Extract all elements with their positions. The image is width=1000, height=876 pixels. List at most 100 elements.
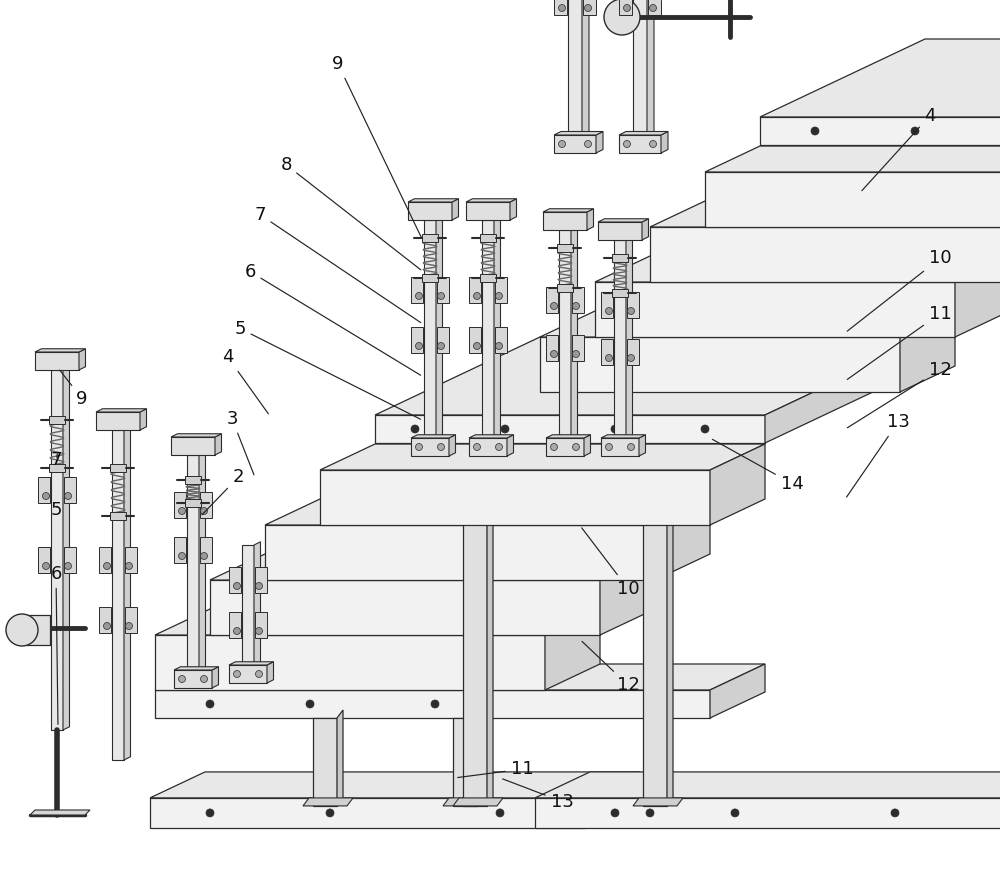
Polygon shape [229, 661, 274, 665]
Polygon shape [546, 335, 558, 361]
Polygon shape [650, 201, 1000, 227]
Polygon shape [453, 718, 477, 806]
Polygon shape [185, 476, 201, 484]
Circle shape [891, 809, 899, 817]
Text: 4: 4 [862, 107, 936, 191]
Polygon shape [546, 434, 590, 438]
Polygon shape [639, 434, 646, 456]
Polygon shape [320, 444, 765, 470]
Polygon shape [601, 438, 639, 456]
Polygon shape [375, 337, 930, 415]
Polygon shape [543, 208, 594, 212]
Polygon shape [337, 710, 343, 806]
Text: 10: 10 [582, 528, 639, 597]
Polygon shape [422, 234, 438, 242]
Circle shape [558, 140, 566, 147]
Polygon shape [480, 274, 496, 282]
Circle shape [206, 700, 214, 708]
Polygon shape [463, 443, 487, 806]
Circle shape [126, 562, 132, 569]
Circle shape [234, 583, 240, 590]
Text: 4: 4 [222, 349, 268, 413]
Polygon shape [710, 444, 765, 525]
Polygon shape [99, 607, 111, 633]
Circle shape [326, 809, 334, 817]
Circle shape [628, 355, 635, 362]
Polygon shape [313, 718, 337, 806]
Polygon shape [955, 256, 1000, 337]
Polygon shape [155, 664, 765, 690]
Polygon shape [585, 772, 640, 828]
Polygon shape [174, 670, 212, 688]
Polygon shape [38, 547, 50, 573]
Circle shape [104, 623, 110, 630]
Circle shape [256, 627, 262, 634]
Polygon shape [254, 541, 260, 665]
Polygon shape [596, 131, 603, 153]
Polygon shape [96, 412, 140, 430]
Polygon shape [79, 349, 86, 370]
Polygon shape [469, 327, 481, 353]
Circle shape [178, 675, 186, 682]
Polygon shape [242, 545, 254, 665]
Polygon shape [598, 222, 642, 240]
Polygon shape [466, 199, 516, 202]
Circle shape [126, 623, 132, 630]
Polygon shape [765, 337, 930, 443]
Polygon shape [495, 327, 507, 353]
Polygon shape [210, 554, 655, 580]
Polygon shape [210, 580, 600, 635]
Polygon shape [140, 409, 146, 430]
Polygon shape [99, 547, 111, 573]
Circle shape [64, 562, 72, 569]
Polygon shape [229, 612, 241, 638]
Polygon shape [482, 220, 494, 438]
Circle shape [911, 127, 919, 135]
Polygon shape [155, 690, 710, 718]
Circle shape [6, 614, 38, 646]
Polygon shape [619, 131, 668, 135]
Circle shape [411, 425, 419, 433]
Polygon shape [51, 370, 63, 730]
Circle shape [256, 583, 262, 590]
Polygon shape [655, 499, 710, 580]
Circle shape [200, 553, 208, 560]
Text: 13: 13 [503, 779, 573, 810]
Polygon shape [267, 661, 274, 683]
Polygon shape [64, 547, 76, 573]
Circle shape [604, 0, 640, 35]
Polygon shape [35, 349, 86, 352]
Polygon shape [633, 0, 647, 135]
Circle shape [496, 343, 503, 350]
Text: 13: 13 [847, 413, 909, 497]
Circle shape [104, 562, 110, 569]
Polygon shape [545, 609, 600, 690]
Text: 3: 3 [226, 410, 254, 475]
Polygon shape [174, 667, 218, 670]
Polygon shape [255, 567, 267, 593]
Circle shape [572, 443, 580, 450]
Circle shape [624, 4, 631, 11]
Text: 10: 10 [847, 250, 951, 331]
Circle shape [701, 425, 709, 433]
Polygon shape [495, 277, 507, 303]
Polygon shape [49, 416, 65, 424]
Polygon shape [469, 277, 481, 303]
Polygon shape [466, 202, 510, 220]
Polygon shape [437, 277, 449, 303]
Polygon shape [627, 339, 639, 365]
Text: 2: 2 [202, 469, 244, 515]
Polygon shape [705, 146, 1000, 172]
Polygon shape [408, 202, 452, 220]
Polygon shape [546, 438, 584, 456]
Circle shape [438, 293, 444, 300]
Polygon shape [572, 287, 584, 313]
Circle shape [256, 670, 262, 677]
Polygon shape [411, 327, 423, 353]
Polygon shape [612, 289, 628, 297]
Polygon shape [601, 434, 646, 438]
Text: 11: 11 [847, 305, 951, 379]
Polygon shape [760, 117, 1000, 145]
Polygon shape [125, 607, 137, 633]
Polygon shape [710, 664, 765, 718]
